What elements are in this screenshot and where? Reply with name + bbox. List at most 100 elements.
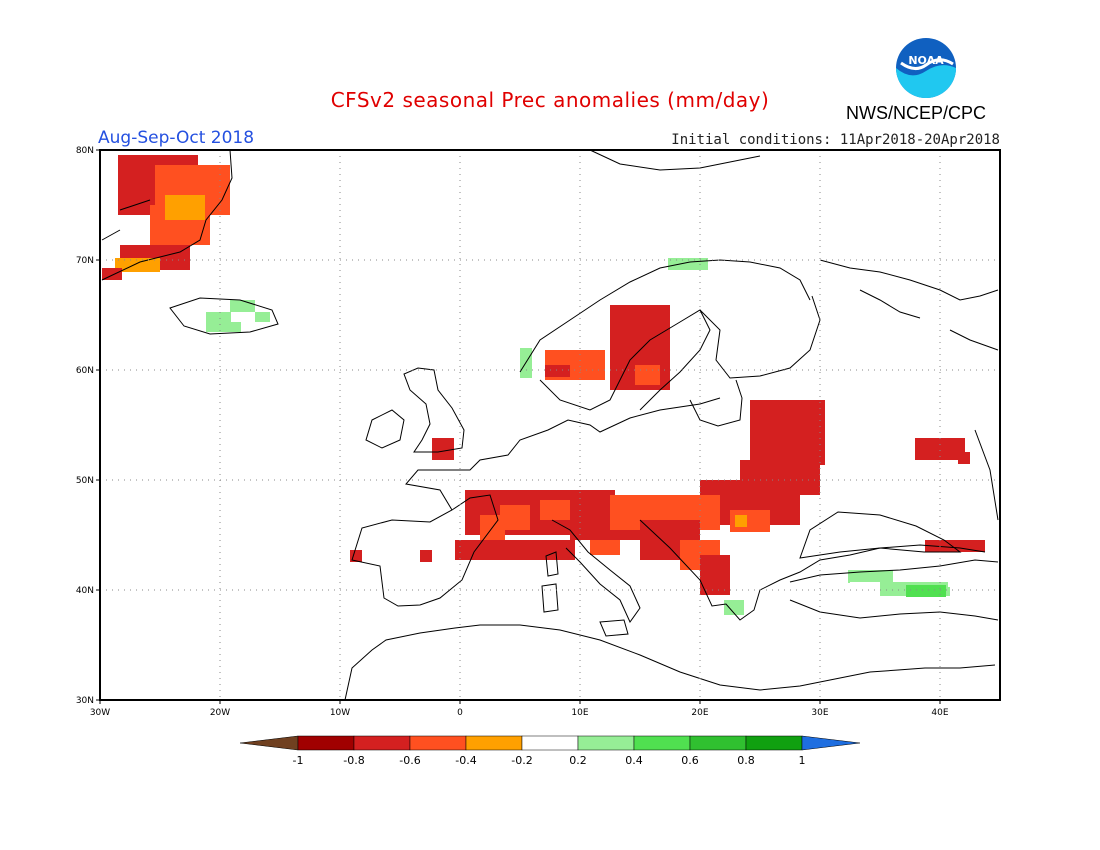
anomaly-cell [432,438,454,460]
coastline-finland [699,295,821,379]
coastline-france-lowcountries [405,397,721,511]
legend-swatch [297,735,355,751]
legend-tick-label: 1 [799,754,806,767]
map-frame [99,149,1001,701]
lat-tick-label: 70N [76,256,94,266]
season-label: Aug-Sep-Oct 2018 [98,128,255,148]
anomaly-cell [972,300,984,310]
anomaly-cell [824,268,864,282]
coastline-greatbritain [403,367,465,453]
legend-triangle-low [239,735,299,751]
legend-triangle-high [801,735,861,751]
anomaly-cell [635,365,660,385]
anomaly-cell [906,585,946,597]
anomaly-cell [420,550,432,562]
anomaly-cell [622,570,634,582]
coastline-caspian [974,429,999,521]
legend-tick-label: -0.2 [511,754,532,767]
legend-tick-label: -0.8 [343,754,364,767]
map-title: CFSv2 seasonal Prec anomalies (mm/day) [330,88,770,112]
coastline-svalbard [589,149,761,171]
anomaly-cell [848,570,893,583]
anomaly-cell [735,515,747,527]
coastline-scandinavia [519,259,811,411]
coastline-iceland [169,297,279,335]
legend-tick-label: 0.2 [569,754,587,767]
anomaly-cell [712,398,727,410]
anomaly-cell [418,395,430,407]
anomaly-cell [350,550,362,562]
legend-tick-label: -0.4 [455,754,476,767]
lon-tick-label: 0 [457,708,463,718]
anomaly-cell [972,605,992,625]
lon-tick-label: 30W [90,708,110,718]
legend-swatch [745,735,803,751]
lon-tick-label: 40E [931,708,948,718]
axis-labels: 30W 20W 10W 0 10E 20E 30E 40E 80N 70N 60N 50N 40N 30N [76,146,949,718]
anomaly-cell [455,628,475,640]
anomaly-cell [165,195,205,220]
lat-tick-label: 50N [76,476,94,486]
anomaly-cell [948,575,963,587]
anomaly-cell [206,322,241,332]
anomaly-cell [440,640,465,655]
coastline-novaya-zemlya [859,289,921,319]
coastline-iberia-africa [344,624,996,701]
lon-tick-label: 10E [571,708,588,718]
anomaly-cell [172,300,192,312]
anomaly-cell [985,290,997,302]
anomaly-cell [740,250,775,260]
anomaly-cell [700,414,714,424]
anomaly-cell [724,600,744,615]
lat-tick-label: 30N [76,696,94,706]
coastline-ural-sea [949,329,999,351]
legend-tick-label: -1 [293,754,304,767]
coastline-ireland [365,409,405,449]
anomaly-cell [386,645,436,667]
legend-tick-label: 0.4 [625,754,643,767]
anomaly-cell [925,540,985,552]
logo-text: NOAA [908,54,944,67]
anomaly-cell [962,562,974,574]
coastline-greenland [101,149,233,281]
coastline-baltic [689,379,743,427]
lon-tick-label: 20W [210,708,230,718]
graticule [100,150,1000,700]
coastline-russia-north [819,259,999,301]
anomaly-cell [102,268,122,280]
legend-swatch [465,735,523,751]
legend-tick-label: 0.6 [681,754,699,767]
anomaly-cell [915,438,965,460]
anomaly-cell [750,400,825,465]
anomaly-cell [540,500,570,520]
coastlines [101,149,999,701]
anomaly-cell [815,590,840,605]
legend-swatch [409,735,467,751]
legend-swatch [689,735,747,751]
legend-swatch [577,735,635,751]
anomaly-cell [958,452,970,464]
lon-tick-label: 30E [811,708,828,718]
noaa-logo-icon: NOAA [895,37,957,99]
lat-tick-label: 80N [76,146,94,156]
anomaly-cell [455,540,575,560]
anomaly-cell [880,280,950,294]
legend-swatch [521,735,579,751]
lat-tick-label: 40N [76,586,94,596]
legend-swatch [633,735,691,751]
initial-conditions-label: Initial conditions: 11Apr2018-20Apr2018 [671,132,1000,148]
anomaly-cell [230,300,255,313]
coastline-blacksea [799,511,962,559]
coastline-sicily [599,619,629,637]
anomaly-cell [545,365,570,377]
anomaly-cell [206,312,231,324]
anomaly-cell [255,312,270,322]
agency-label: NWS/NCEP/CPC [846,103,987,123]
coastline-sardinia [541,583,559,613]
anomaly-cell [722,378,742,390]
lat-tick-label: 60N [76,366,94,376]
coastline-italy [551,519,641,623]
legend-swatch [353,735,411,751]
anomaly-cell [590,540,620,555]
